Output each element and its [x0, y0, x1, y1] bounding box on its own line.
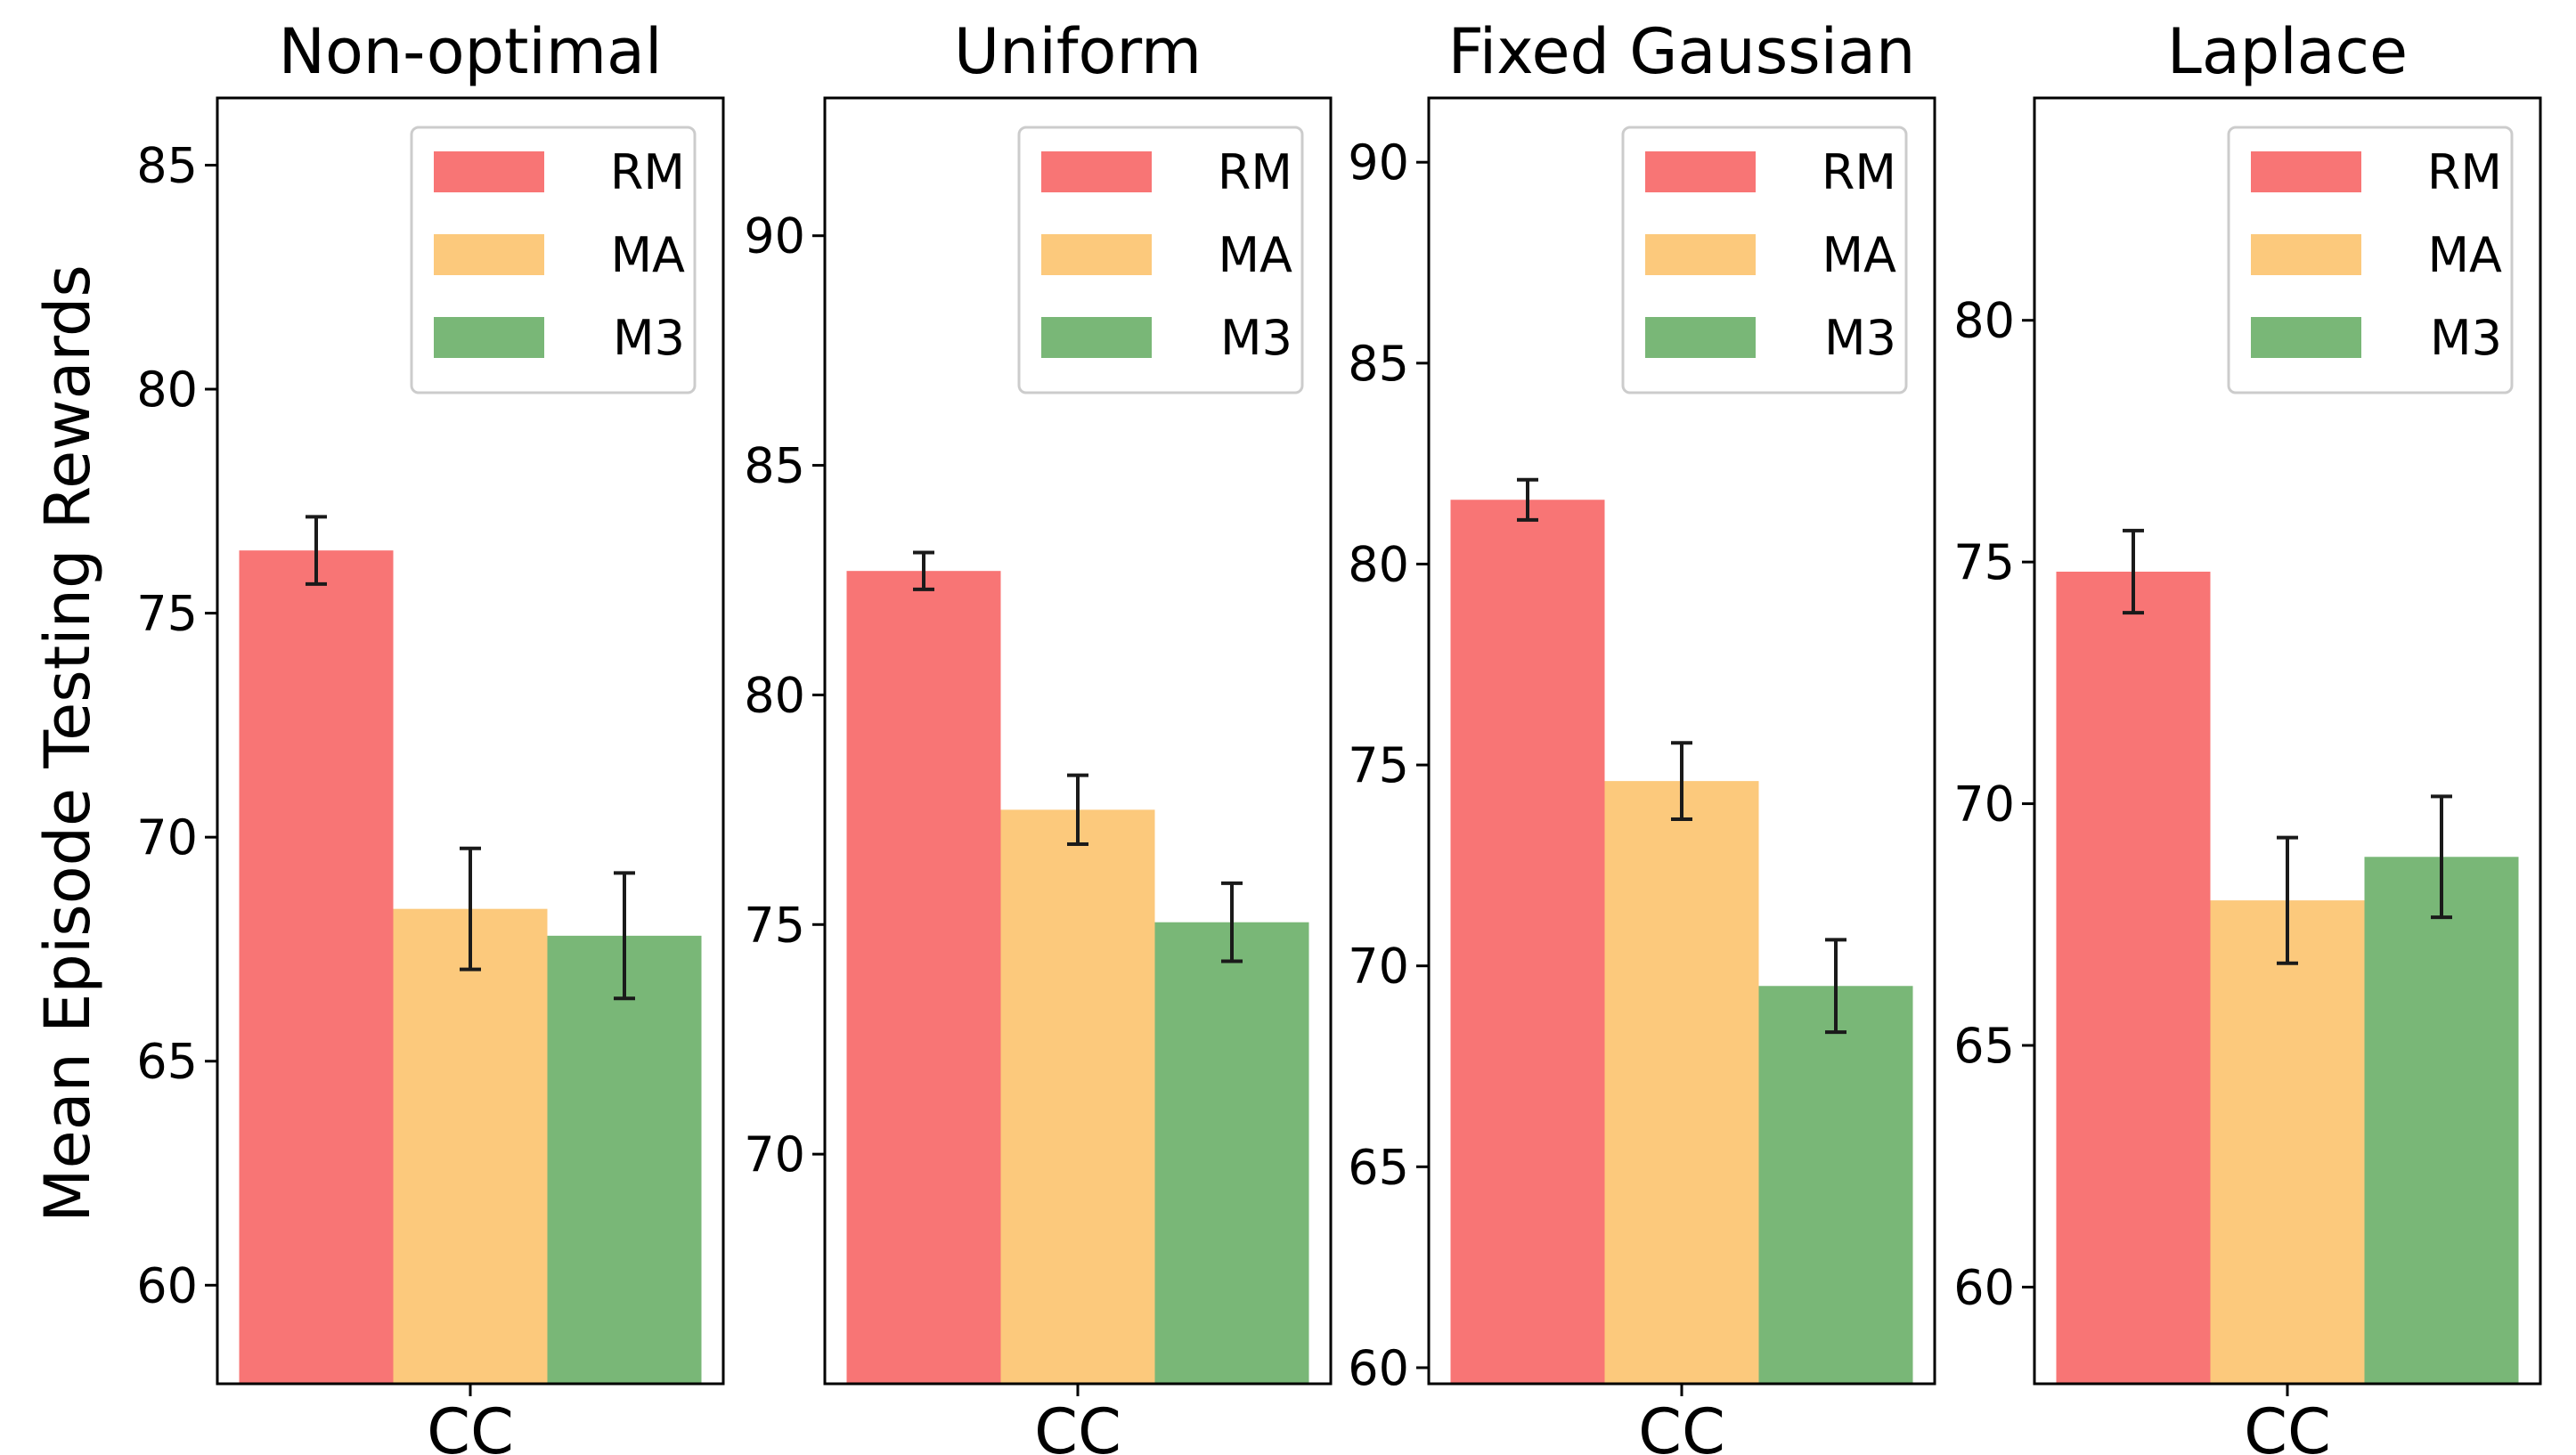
y-axis-label: Mean Episode Testing Rewards	[31, 264, 104, 1223]
legend-swatch-m3	[1645, 317, 1756, 358]
legend-label-ma: MA	[1822, 227, 1896, 283]
legend-label-rm: RM	[1822, 144, 1896, 200]
bar-rm	[239, 550, 394, 1384]
y-tick-label: 80	[1953, 293, 2015, 349]
legend-label-ma: MA	[2427, 227, 2502, 283]
legend: RM MA M3	[1017, 126, 1304, 394]
errorbar-ma	[1067, 773, 1088, 847]
y-tick-label: 80	[1348, 536, 1409, 592]
y-tick-label: 70	[1953, 776, 2015, 833]
errorbar-ma	[2277, 835, 2298, 965]
x-tick-label: CC	[427, 1395, 514, 1455]
y-tick-label: 80	[136, 362, 198, 418]
panel-title: Uniform	[954, 15, 1202, 88]
legend-swatch-ma	[2251, 234, 2361, 275]
legend-swatch-ma	[1645, 234, 1756, 275]
y-tick-label: 65	[1953, 1018, 2015, 1074]
legend-label-rm: RM	[2427, 144, 2502, 200]
x-tick-label: CC	[1638, 1395, 1725, 1455]
plot-frame	[1427, 96, 1936, 1386]
errorbar-ma	[460, 846, 481, 971]
legend: RM MA M3	[1621, 126, 1908, 394]
y-tick-label: 85	[136, 137, 198, 193]
panel-title: Fixed Gaussian	[1448, 15, 1916, 88]
legend-swatch-rm	[434, 151, 544, 192]
y-tick-label: 70	[136, 809, 198, 866]
legend-swatch-m3	[1041, 317, 1152, 358]
legend-label-ma: MA	[610, 227, 685, 283]
legend-label-rm: RM	[1218, 144, 1292, 200]
legend-label-m3: M3	[1220, 310, 1292, 366]
legend: RM MA M3	[410, 126, 697, 394]
legend-swatch-rm	[1645, 151, 1756, 192]
bar-m3	[547, 935, 702, 1384]
errorbar-rm	[913, 550, 934, 591]
y-tick-label: 75	[1348, 737, 1409, 793]
chart-panels: Non-optimal 60 65 70 75 80 85 CC RM MA M3 Uniform 70…	[136, 15, 2542, 1455]
y-tick-label: 70	[1348, 939, 1409, 995]
bar-rm	[1450, 500, 1605, 1384]
y-tick-label: 85	[744, 438, 805, 494]
errorbar-m3	[2431, 794, 2452, 920]
plot-frame	[216, 96, 725, 1386]
errorbar-m3	[1221, 881, 1243, 963]
y-tick-label: 60	[1348, 1340, 1409, 1396]
y-tick-label: 80	[744, 667, 805, 723]
bar-ma	[1604, 781, 1759, 1384]
y-tick-label: 75	[1953, 534, 2015, 590]
panel-laplace: Laplace 60 65 70 75 80 CC RM MA M3	[1953, 15, 2542, 1455]
legend-label-m3: M3	[613, 310, 685, 366]
y-tick-label: 75	[136, 586, 198, 642]
bar-m3	[2364, 857, 2519, 1384]
errorbar-rm	[306, 515, 327, 586]
legend-swatch-rm	[1041, 151, 1152, 192]
errorbar-ma	[1671, 741, 1692, 821]
panel-fixed-gaussian: Fixed Gaussian 60 65 70 75 80 85 90 CC RM MA M3	[1348, 15, 1936, 1455]
legend-label-ma: MA	[1218, 227, 1292, 283]
y-tick-label: 75	[744, 897, 805, 953]
legend-swatch-ma	[1041, 234, 1152, 275]
y-tick-label: 85	[1348, 336, 1409, 392]
errorbar-rm	[2123, 528, 2144, 615]
legend-label-m3: M3	[1824, 310, 1896, 366]
y-tick-label: 60	[1953, 1259, 2015, 1315]
plot-frame	[2033, 96, 2542, 1386]
bar-m3	[1154, 922, 1309, 1384]
panel-title: Non-optimal	[279, 15, 663, 88]
errorbar-m3	[1825, 938, 1846, 1035]
x-tick-label: CC	[2244, 1395, 2331, 1455]
legend: RM MA M3	[2227, 126, 2514, 394]
bar-rm	[2056, 572, 2211, 1384]
errorbar-rm	[1517, 477, 1538, 522]
legend-swatch-m3	[2251, 317, 2361, 358]
legend-label-rm: RM	[610, 144, 685, 200]
plot-frame	[823, 96, 1333, 1386]
panel-non-optimal: Non-optimal 60 65 70 75 80 85 CC RM MA M3	[136, 15, 725, 1455]
bar-ma	[393, 908, 548, 1384]
bar-rm	[846, 571, 1001, 1384]
y-tick-label: 60	[136, 1257, 198, 1313]
panel-title: Laplace	[2167, 15, 2408, 88]
legend-swatch-ma	[434, 234, 544, 275]
bar-m3	[1758, 986, 1913, 1384]
y-tick-label: 65	[136, 1034, 198, 1090]
y-tick-label: 65	[1348, 1139, 1409, 1195]
x-tick-label: CC	[1034, 1395, 1121, 1455]
y-tick-label: 90	[744, 208, 805, 264]
legend-swatch-m3	[434, 317, 544, 358]
y-tick-label: 70	[744, 1126, 805, 1183]
bar-ma	[2210, 900, 2365, 1384]
panel-uniform: Uniform 70 75 80 85 90 CC RM MA M3	[744, 15, 1333, 1455]
bar-ma	[1000, 809, 1155, 1384]
y-tick-label: 90	[1348, 134, 1409, 191]
legend-label-m3: M3	[2430, 310, 2502, 366]
errorbar-m3	[614, 871, 635, 1001]
legend-swatch-rm	[2251, 151, 2361, 192]
